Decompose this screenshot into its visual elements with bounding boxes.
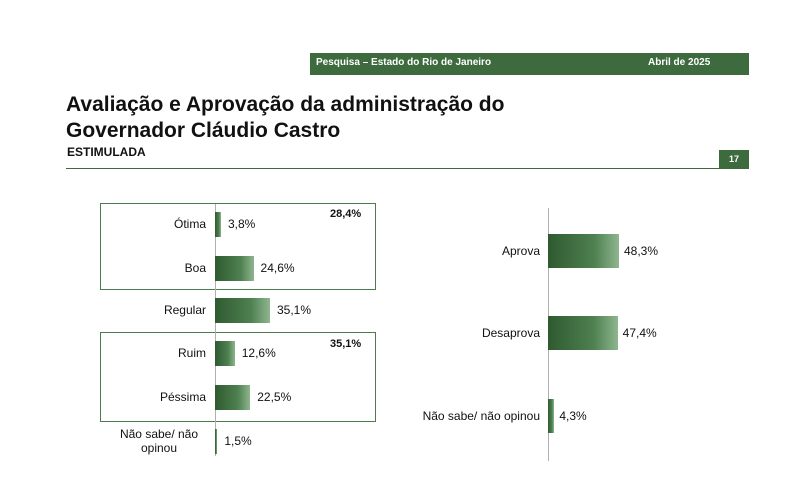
value-label-regular: 35,1% xyxy=(277,303,312,317)
value-label-nao-sabe-nao-opinou: 1,5% xyxy=(224,434,252,448)
category-label-nao-sabe-nao-opinou: Não sabe/ não opinou xyxy=(422,409,540,423)
value-label-pessima: 22,5% xyxy=(257,390,292,404)
title-line-2: Governador Cláudio Castro xyxy=(66,119,341,142)
category-label-boa: Boa xyxy=(184,261,206,275)
value-label-nao-sabe-nao-opinou: 4,3% xyxy=(559,409,587,423)
value-label-desaprova: 47,4% xyxy=(622,326,657,340)
bar-otima xyxy=(215,211,221,237)
value-label-aprova: 48,3% xyxy=(624,244,659,258)
category-label-ruim: Ruim xyxy=(177,346,206,360)
page-number: 17 xyxy=(719,150,749,168)
bar-nao-sabe-nao-opinou xyxy=(548,399,555,433)
group-box-2 xyxy=(100,332,376,422)
category-label-desaprova: Desaprova xyxy=(481,326,540,340)
value-label-ruim: 12,6% xyxy=(241,346,276,360)
category-label-nao-sabe-nao-opinou: Não sabe/ não opinou xyxy=(119,427,199,455)
value-axis xyxy=(215,204,216,456)
bar-nao-sabe-nao-opinou xyxy=(215,428,218,454)
bar-ruim xyxy=(215,340,235,366)
bar-boa xyxy=(215,255,254,281)
header-rule xyxy=(66,168,749,169)
title-line-1: Avaliação e Aprovação da administração d… xyxy=(66,93,505,116)
group-total-label: 35,1% xyxy=(330,338,362,350)
date-label: Abril de 2025 xyxy=(648,57,711,68)
value-label-boa: 24,6% xyxy=(260,261,295,275)
group-total-label: 28,4% xyxy=(330,208,362,220)
bar-pessima xyxy=(215,384,251,410)
header-bar: Pesquisa – Estado do Rio de Janeiro Abri… xyxy=(310,53,749,75)
bar-desaprova xyxy=(548,316,618,350)
category-label-pessima: Péssima xyxy=(159,390,206,404)
bar-regular xyxy=(215,297,270,323)
category-label-otima: Ótima xyxy=(173,217,206,231)
value-label-otima: 3,8% xyxy=(227,217,256,231)
survey-label: Pesquisa – Estado do Rio de Janeiro xyxy=(316,57,492,68)
page-title: Avaliação e Aprovação da administração d… xyxy=(66,92,504,144)
category-label-regular: Regular xyxy=(163,303,206,317)
bar-aprova xyxy=(548,234,619,268)
category-label-aprova: Aprova xyxy=(501,244,540,258)
page-subtitle: ESTIMULADA xyxy=(67,145,146,159)
group-box-1 xyxy=(100,203,376,290)
